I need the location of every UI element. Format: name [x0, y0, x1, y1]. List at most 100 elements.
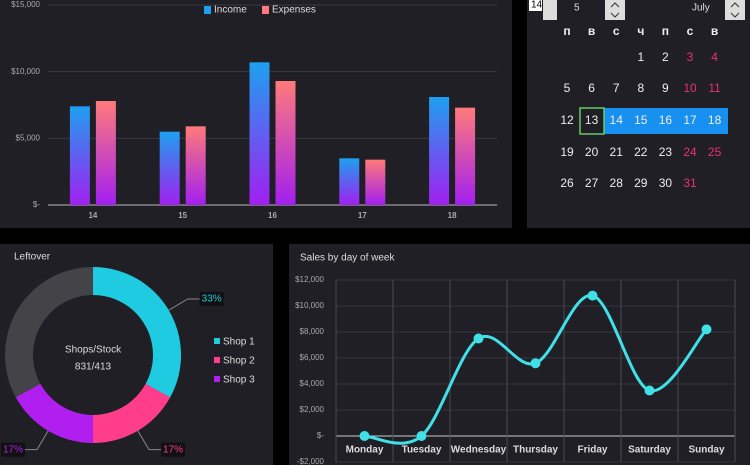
- calendar-day[interactable]: 8: [637, 81, 644, 95]
- calendar-day[interactable]: 9: [662, 81, 669, 95]
- calendar-day[interactable]: 29: [634, 176, 648, 190]
- line-title: Sales by day of week: [300, 253, 395, 264]
- calendar-day[interactable]: 13: [585, 113, 599, 127]
- calendar-day[interactable]: 2: [662, 50, 669, 64]
- y-tick-label: $8,000: [300, 327, 325, 336]
- y-tick-label: $10,000: [295, 301, 324, 310]
- month-value: July: [692, 3, 710, 14]
- legend-swatch: [214, 338, 220, 344]
- value-label: 17%: [3, 444, 23, 455]
- x-tick-label: Thursday: [513, 445, 558, 456]
- y-tick-label: $-: [33, 200, 40, 209]
- calendar-day[interactable]: 23: [659, 145, 673, 159]
- calendar-day[interactable]: 7: [613, 81, 620, 95]
- bar: [185, 126, 206, 205]
- weekday: с: [613, 24, 620, 38]
- bar: [339, 158, 360, 205]
- calendar-day[interactable]: 6: [588, 81, 595, 95]
- calendar-day[interactable]: 31: [683, 176, 697, 190]
- bar: [455, 107, 476, 205]
- calendar-day[interactable]: 4: [711, 50, 718, 64]
- calendar-day[interactable]: 21: [610, 145, 624, 159]
- calendar-day[interactable]: 12: [560, 113, 574, 127]
- calendar-day[interactable]: 1: [637, 50, 644, 64]
- label-box: [1, 442, 26, 457]
- donut-segment: [93, 267, 181, 398]
- legend-label: Expenses: [272, 5, 316, 16]
- y-tick-label: $10,000: [11, 67, 40, 76]
- y-tick-label: $-: [317, 431, 324, 440]
- bar: [95, 101, 116, 205]
- calendar-day[interactable]: 14: [610, 113, 624, 127]
- calendar-day[interactable]: 26: [560, 176, 574, 190]
- x-tick-label: 14: [88, 211, 97, 220]
- x-tick-label: 18: [448, 211, 457, 220]
- x-tick-label: 17: [358, 211, 367, 220]
- day-select[interactable]: 14: [531, 0, 543, 11]
- label-box: [160, 442, 185, 457]
- point: [473, 333, 484, 344]
- line-panel: [289, 244, 750, 465]
- calendar-day[interactable]: 17: [683, 113, 697, 127]
- calendar-day[interactable]: 19: [560, 145, 574, 159]
- value-label: 33%: [202, 294, 222, 305]
- weekday: п: [662, 24, 669, 38]
- calendar-day[interactable]: 20: [585, 145, 599, 159]
- point: [359, 431, 370, 441]
- y-tick-label: $15,000: [11, 0, 40, 9]
- y-tick-label: $12,000: [295, 275, 324, 284]
- calendar-day[interactable]: 15: [634, 113, 648, 127]
- point: [644, 385, 655, 396]
- value-label: 17%: [163, 444, 183, 455]
- point: [416, 431, 427, 441]
- calendar-day[interactable]: 16: [659, 113, 673, 127]
- calendar-day[interactable]: 25: [708, 145, 722, 159]
- y-tick-label: $2,000: [300, 405, 325, 414]
- point: [701, 324, 712, 335]
- calendar-day[interactable]: 18: [708, 113, 722, 127]
- calendar-day[interactable]: 27: [585, 176, 599, 190]
- day-spinner[interactable]: [605, 0, 625, 20]
- calendar-day[interactable]: 11: [708, 81, 721, 95]
- bar: [249, 62, 270, 206]
- bar: [69, 106, 90, 205]
- day-value: 5: [574, 3, 580, 14]
- point: [587, 290, 598, 301]
- weekday: в: [588, 24, 595, 38]
- x-tick-label: Saturday: [628, 445, 671, 456]
- x-tick-label: 16: [268, 211, 277, 220]
- calendar-day[interactable]: 3: [687, 50, 694, 64]
- legend-swatch: [214, 357, 220, 363]
- day-dropdown[interactable]: [529, 0, 542, 11]
- label-box: [199, 292, 224, 307]
- calendar-day[interactable]: 28: [610, 176, 624, 190]
- donut-title: Leftover: [14, 252, 51, 263]
- legend-swatch: [262, 6, 269, 14]
- bar: [159, 131, 180, 205]
- bar: [365, 159, 386, 205]
- x-tick-label: Friday: [577, 445, 607, 456]
- x-tick-label: Sunday: [688, 445, 725, 456]
- calendar-day[interactable]: 24: [683, 145, 697, 159]
- spinner-arrows: [730, 2, 740, 18]
- donut-segment: [93, 383, 171, 443]
- y-tick-label: $4,000: [300, 379, 325, 388]
- calendar-day[interactable]: 30: [659, 176, 673, 190]
- spinner[interactable]: [543, 0, 557, 20]
- y-tick-label: $6,000: [300, 353, 325, 362]
- weekday: в: [711, 24, 718, 38]
- legend-label: Shop 2: [223, 356, 255, 367]
- calendar-day[interactable]: 22: [634, 145, 648, 159]
- bar: [275, 81, 296, 205]
- point: [530, 358, 541, 369]
- weekday: с: [687, 24, 694, 38]
- x-tick-label: Tuesday: [402, 445, 442, 456]
- legend-label: Income: [214, 5, 247, 16]
- bar: [429, 97, 450, 205]
- month-spinner[interactable]: [725, 0, 745, 20]
- y-tick-label: $5,000: [16, 133, 41, 142]
- donut-panel: [0, 244, 273, 465]
- calendar-day[interactable]: 10: [683, 81, 697, 95]
- calendar-day[interactable]: 5: [564, 81, 571, 95]
- x-tick-label: Monday: [346, 445, 384, 456]
